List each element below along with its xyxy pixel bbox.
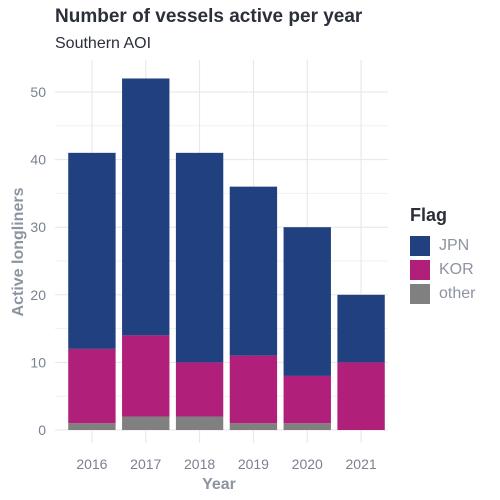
y-tick-label: 20 [30, 287, 46, 303]
legend-swatch [410, 236, 430, 256]
bar-jpn-2019 [229, 186, 278, 356]
bar-kor-2016 [68, 348, 116, 424]
y-tick-label: 0 [38, 422, 46, 438]
x-tick-label: 2017 [130, 456, 161, 472]
x-tick-label: 2019 [238, 456, 269, 472]
legend-swatch [410, 284, 430, 304]
x-axis-title: Year [202, 476, 236, 493]
legend-label: other [439, 285, 476, 302]
bar-kor-2017 [122, 335, 170, 417]
legend-label: KOR [439, 261, 474, 278]
bar-jpn-2020 [283, 227, 331, 376]
bar-kor-2019 [229, 355, 278, 424]
legend-item-other: other [410, 282, 475, 306]
bar-kor-2021 [337, 362, 385, 430]
bar-other-2019 [229, 423, 278, 430]
bar-kor-2018 [175, 362, 224, 417]
x-tick-label: 2016 [76, 456, 107, 472]
legend-item-jpn: JPN [410, 234, 475, 258]
legend-items: JPN KOR other [410, 234, 475, 306]
bar-other-2020 [283, 423, 331, 430]
chart-title: Number of vessels active per year [55, 6, 363, 27]
legend-swatch [410, 260, 430, 280]
legend-label: JPN [439, 237, 470, 254]
legend: Flag JPN KOR other [410, 205, 475, 306]
y-axis-title: Active longliners [10, 187, 27, 316]
bar-jpn-2021 [337, 294, 385, 363]
legend-item-kor: KOR [410, 258, 475, 282]
y-tick-labels: 0 10 20 30 40 50 [30, 84, 46, 438]
legend-title: Flag [410, 205, 448, 225]
bar-other-2017 [122, 416, 170, 430]
bars [68, 78, 385, 430]
bar-jpn-2016 [68, 152, 116, 349]
y-tick-label: 10 [30, 354, 46, 370]
x-tick-label: 2020 [292, 456, 323, 472]
bar-kor-2020 [283, 375, 331, 424]
bar-other-2016 [68, 423, 116, 430]
bar-jpn-2017 [122, 78, 170, 336]
x-tick-labels: 2016 2017 2018 2019 2020 2021 [76, 456, 377, 472]
y-tick-label: 30 [30, 219, 46, 235]
chart-subtitle: Southern AOI [55, 35, 152, 52]
bar-jpn-2018 [175, 152, 224, 363]
bar-other-2018 [175, 416, 224, 430]
x-tick-label: 2018 [184, 456, 215, 472]
y-tick-label: 40 [30, 152, 46, 168]
y-tick-label: 50 [30, 84, 46, 100]
x-tick-label: 2021 [346, 456, 377, 472]
